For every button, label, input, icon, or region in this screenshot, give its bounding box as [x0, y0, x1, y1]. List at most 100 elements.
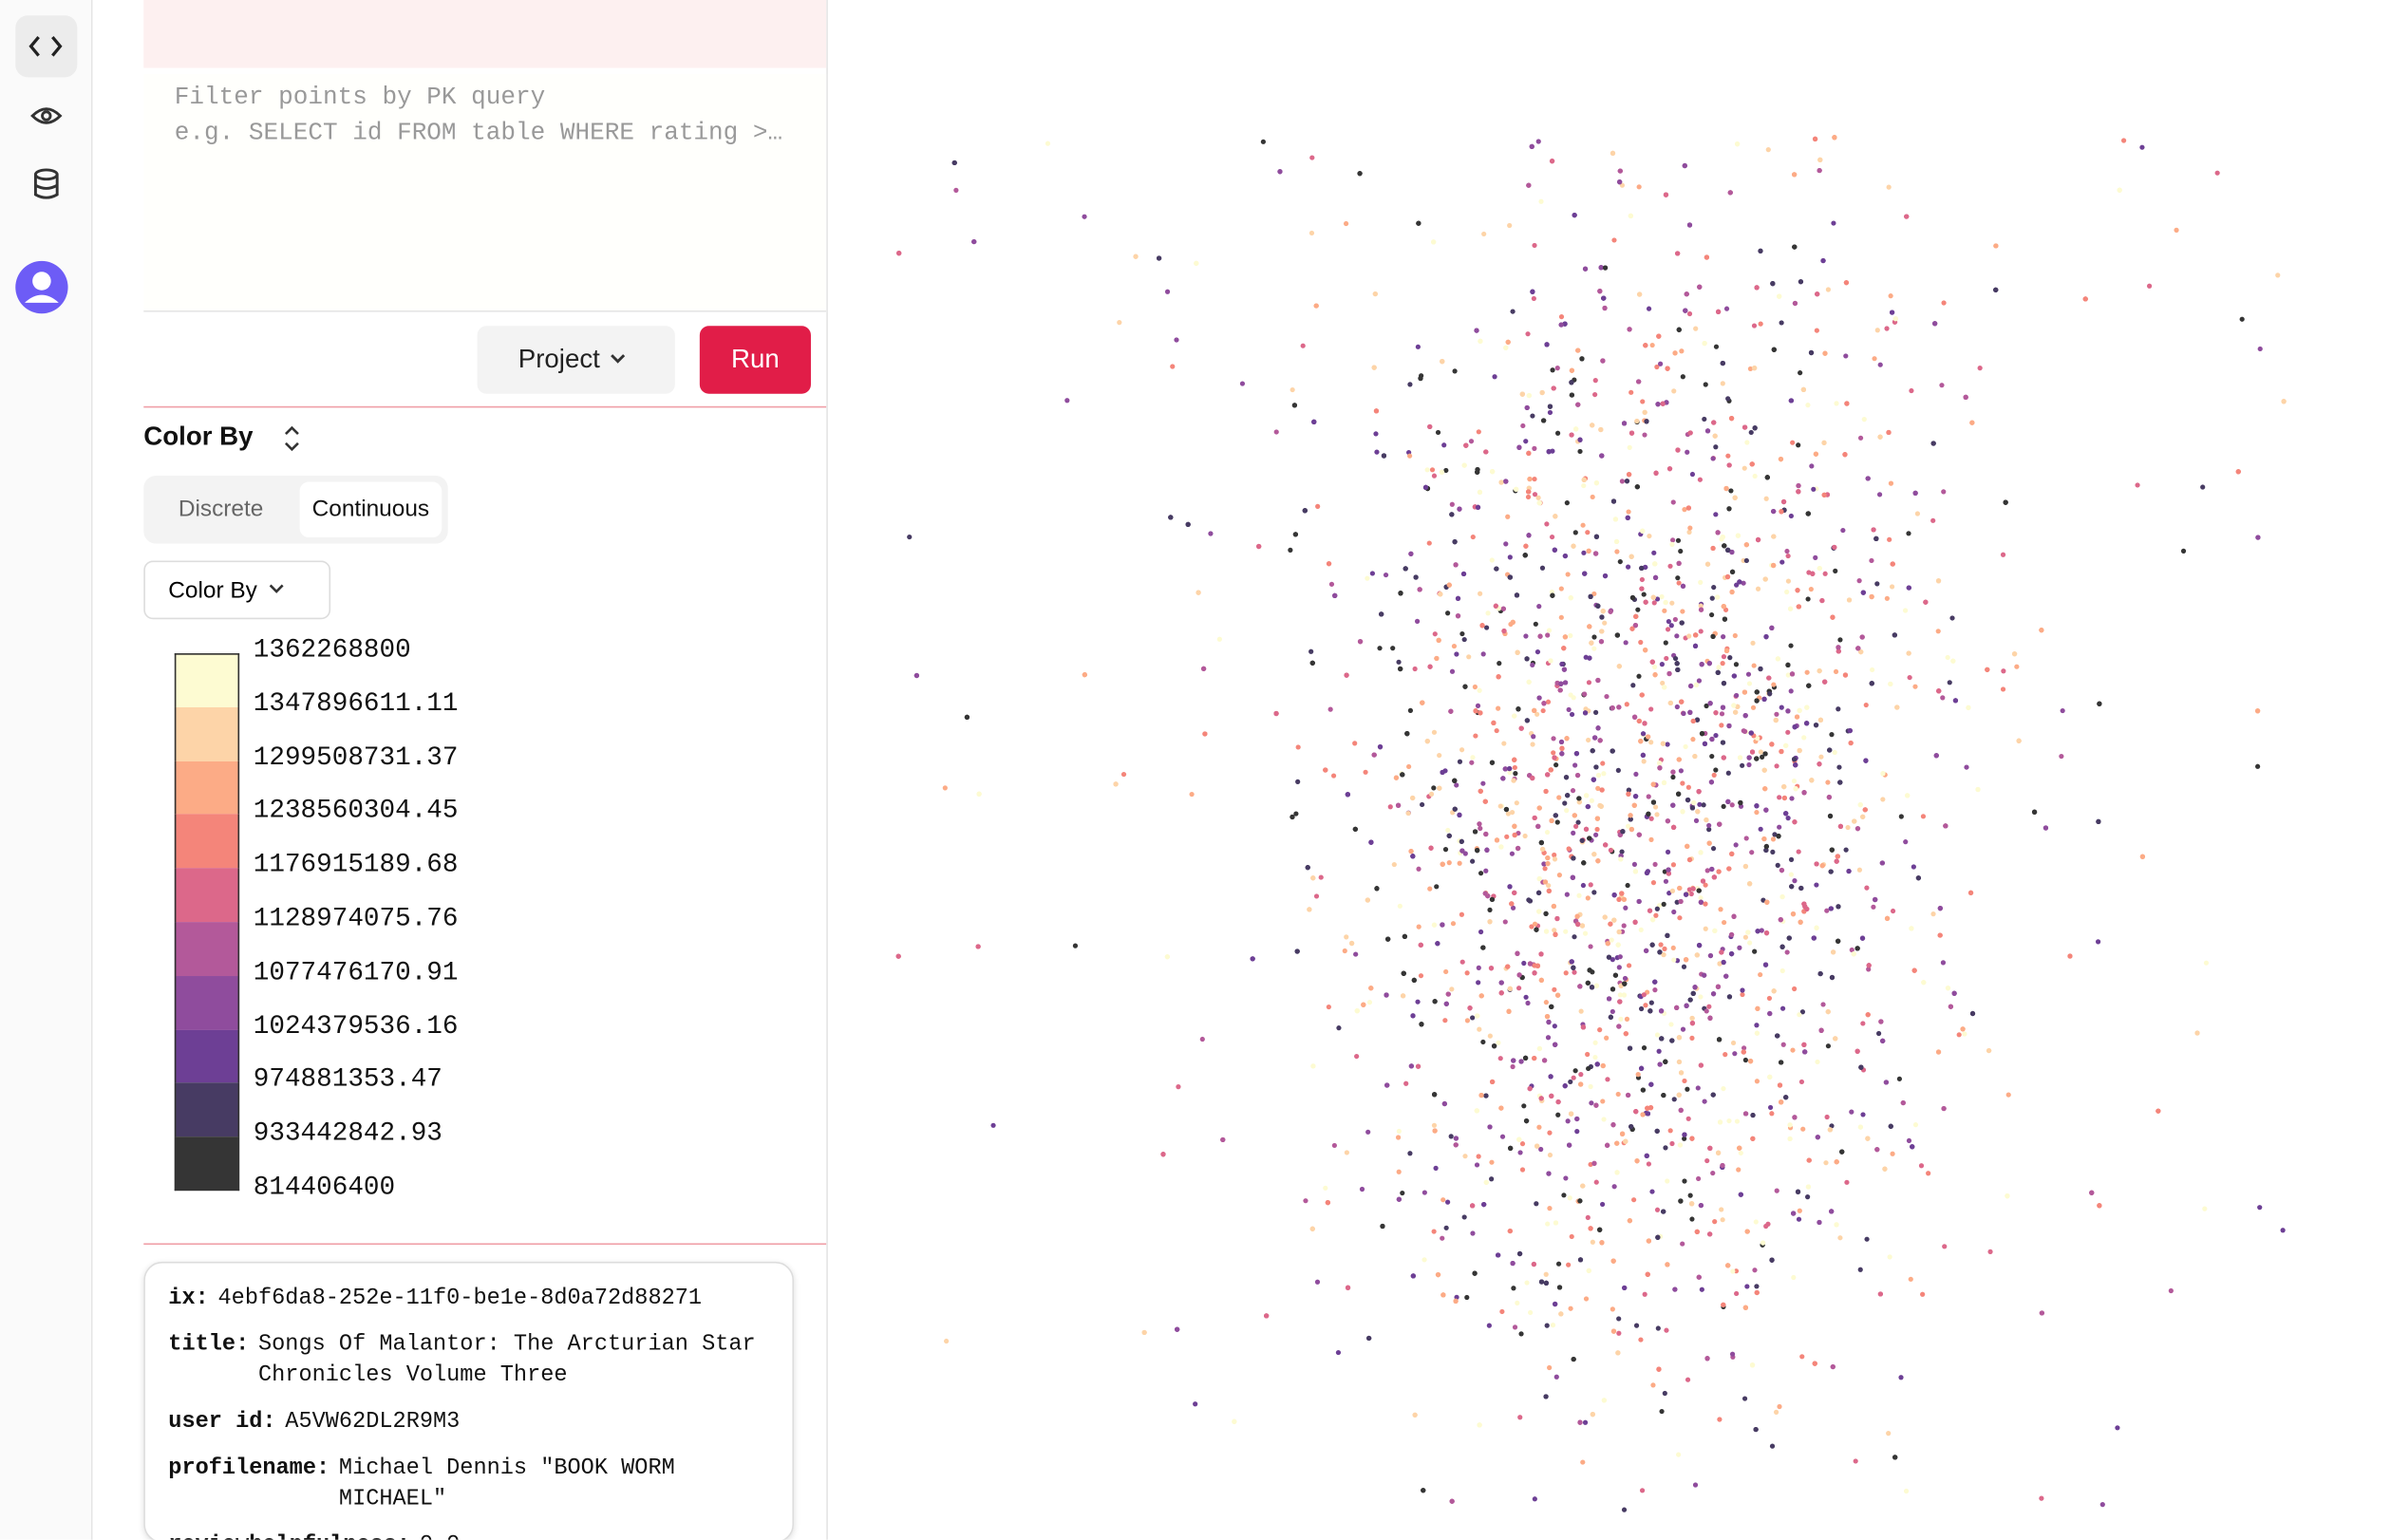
- scatter-point: [1615, 1350, 1621, 1356]
- scatter-point: [1581, 860, 1587, 866]
- scatter-point: [1758, 826, 1763, 832]
- scatter-point: [1463, 442, 1469, 448]
- scatter-point: [2135, 482, 2140, 488]
- scatter-point: [1813, 554, 1818, 560]
- scatter-point: [1575, 819, 1581, 825]
- scatter-point: [1577, 1257, 1584, 1263]
- scatter-point: [1488, 966, 1495, 971]
- scatter-point: [1532, 815, 1537, 821]
- scatter-point: [1877, 434, 1883, 440]
- scatter-point: [1440, 922, 1445, 928]
- scatter-point: [2120, 138, 2127, 143]
- scatter-point: [1558, 681, 1564, 686]
- scatter-point: [1750, 704, 1757, 710]
- scatter-point: [1550, 592, 1555, 598]
- scatter-point: [1563, 1175, 1569, 1181]
- color-by-dropdown[interactable]: Color By: [143, 560, 331, 620]
- scatter-point: [1133, 254, 1139, 259]
- query-input[interactable]: Filter points by PK query e.g. SELECT id…: [143, 74, 827, 312]
- scatter-point: [1902, 608, 1909, 613]
- scatter-point: [1608, 1014, 1613, 1020]
- scatter-point: [1295, 744, 1301, 750]
- scatter-point: [1661, 779, 1667, 785]
- scatter-point: [1475, 469, 1480, 475]
- run-button[interactable]: Run: [699, 326, 811, 394]
- scatter-point: [1766, 995, 1773, 1002]
- scatter-point: [1449, 986, 1455, 992]
- scatter-point: [1678, 898, 1684, 905]
- scatter-point: [1727, 190, 1733, 196]
- scatter-point: [1720, 661, 1725, 667]
- scatter-point: [1549, 817, 1554, 823]
- scatter-point: [1487, 1124, 1493, 1130]
- scatter-point: [1724, 573, 1731, 580]
- scatter-point: [1734, 1290, 1740, 1297]
- scatter-point: [1759, 928, 1764, 933]
- scatter-point: [1687, 525, 1693, 531]
- scatter-point: [1716, 665, 1722, 670]
- scatter-point: [1372, 291, 1378, 297]
- scatter-point: [1536, 1045, 1542, 1052]
- scatter-point: [1524, 718, 1530, 723]
- scatter-point: [1451, 643, 1458, 649]
- scatter-point: [1415, 999, 1421, 1005]
- scatter-point: [1951, 990, 1957, 996]
- scatter-point: [1373, 408, 1380, 414]
- scatter-point: [1470, 858, 1476, 864]
- scatter-point: [1581, 482, 1587, 489]
- scatter-point: [1545, 772, 1551, 778]
- scatter-point: [1918, 1163, 1925, 1169]
- scatter-point: [1530, 413, 1535, 419]
- project-button[interactable]: Project: [477, 326, 675, 394]
- scatter-point: [1544, 1323, 1550, 1328]
- scatter-point: [1617, 179, 1623, 185]
- scatter-point: [1733, 842, 1739, 848]
- scatter-point: [1554, 819, 1560, 825]
- scatter-point: [1650, 594, 1656, 600]
- scatter-point: [1741, 728, 1748, 734]
- scatter-point: [1884, 326, 1890, 331]
- scatter-point: [2281, 399, 2287, 404]
- scatter-point: [1621, 896, 1627, 902]
- scatter-point: [1608, 609, 1613, 614]
- scatter-point: [1497, 661, 1502, 667]
- scatter-point: [1586, 1268, 1591, 1273]
- scatter-point: [1710, 545, 1716, 552]
- scatter-point: [1914, 511, 1921, 516]
- scatter-point: [1650, 781, 1656, 787]
- scatter-point: [1641, 759, 1647, 764]
- scatter-point: [1538, 1146, 1544, 1153]
- scatter-point: [1641, 592, 1647, 597]
- scatter-point: [1686, 856, 1693, 863]
- scatter-point: [1834, 401, 1839, 406]
- scatter-point: [1330, 773, 1337, 779]
- scatter-point: [1723, 1052, 1728, 1058]
- scatter-point: [1771, 562, 1777, 569]
- scatter-point: [2082, 296, 2088, 302]
- scatter-plot[interactable]: [828, 0, 2391, 1540]
- code-tab[interactable]: [15, 15, 78, 78]
- scatter-point: [1789, 796, 1795, 801]
- scatter-point: [1773, 1409, 1779, 1415]
- scatter-point: [1600, 1062, 1606, 1069]
- scatter-point: [1610, 498, 1617, 504]
- scatter-point: [1738, 1150, 1743, 1156]
- scatter-point: [1632, 869, 1639, 874]
- scatter-point: [1749, 850, 1755, 855]
- scatter-point: [1648, 816, 1654, 821]
- scatter-point: [1726, 994, 1733, 1000]
- scatter-point: [1615, 942, 1621, 948]
- tab-active[interactable]: Continuous: [299, 481, 442, 538]
- scatter-point: [1797, 747, 1802, 754]
- tab[interactable]: Discrete: [178, 496, 264, 522]
- scatter-point: [1866, 963, 1872, 968]
- scatter-point: [1591, 777, 1596, 782]
- scatter-point: [1642, 409, 1647, 415]
- scatter-point: [1682, 507, 1687, 513]
- sort-icon[interactable]: [278, 420, 310, 457]
- scatter-point: [1828, 906, 1834, 911]
- scatter-point: [1937, 906, 1943, 911]
- scatter-point: [1749, 1362, 1756, 1368]
- scatter-point: [1643, 343, 1648, 348]
- scatter-point: [1663, 599, 1668, 606]
